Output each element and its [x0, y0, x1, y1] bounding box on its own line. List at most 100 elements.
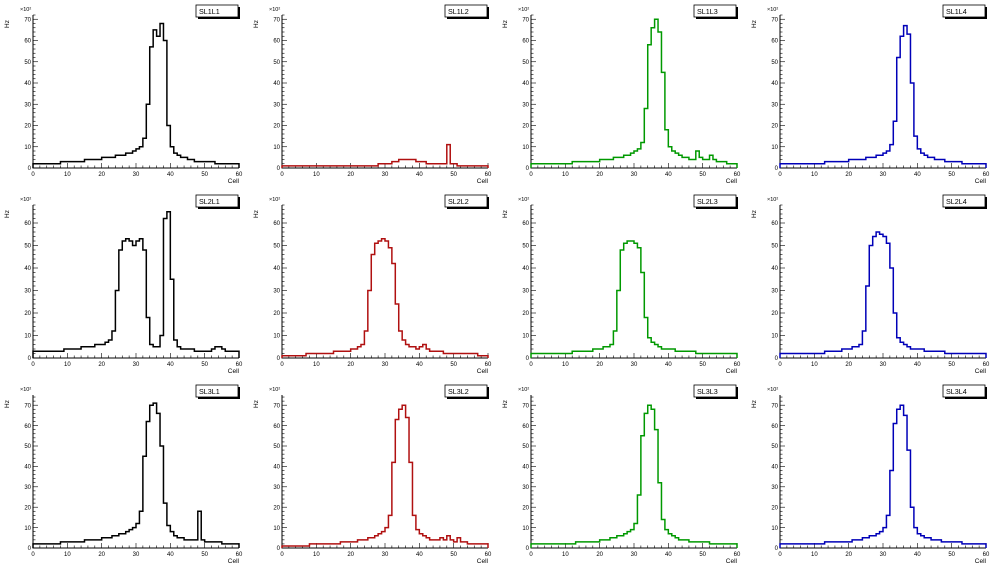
x-tick-label: 60	[734, 172, 741, 178]
x-tick-label: 50	[450, 552, 457, 558]
y-tick-label: 10	[771, 334, 778, 340]
x-axis-title: Cell	[477, 178, 489, 185]
y-axis-title: Hz	[253, 210, 260, 218]
histogram-panel-SL1L4: 0 10 20 30 40 50 60 0 10 20 30 40 50 60 70 ×10² Hz Cell SL…	[747, 0, 996, 190]
y-axis-title: Hz	[253, 20, 260, 28]
histogram-line	[281, 143, 489, 168]
y-tick-label: 30	[24, 102, 31, 108]
histogram-line	[32, 22, 240, 168]
y-exponent-label: ×10²	[269, 197, 280, 203]
x-tick-label: 40	[665, 362, 672, 368]
y-tick-label: 20	[771, 124, 778, 130]
x-tick-label: 30	[880, 362, 887, 368]
x-axis-title: Cell	[726, 368, 738, 375]
title-box	[195, 384, 239, 398]
x-tick-label: 20	[845, 552, 852, 558]
y-tick-label: 60	[522, 39, 529, 45]
x-tick-label: 10	[313, 552, 320, 558]
y-tick-label: 0	[277, 166, 281, 172]
y-tick-label: 10	[522, 334, 529, 340]
x-tick-label: 60	[734, 552, 741, 558]
x-axis-title: Cell	[975, 558, 987, 565]
histogram-panel-SL2L3: 0 10 20 30 40 50 60 0 10 20 30 40 50 60 ×10² Hz Cell SL2L…	[498, 190, 747, 380]
y-tick-label: 50	[771, 444, 778, 450]
histogram-svg-SL2L1: 0 10 20 30 40 50 60 0 10 20 30 40 50 60 ×10² Hz Cell SL2L…	[0, 190, 249, 380]
y-tick-label: 0	[28, 166, 32, 172]
panel-title: SL3L3	[697, 387, 718, 396]
histogram-svg-SL2L2: 0 10 20 30 40 50 60 0 10 20 30 40 50 60 ×10² Hz Cell SL2L…	[249, 190, 498, 380]
x-tick-label: 0	[280, 172, 284, 178]
y-tick-label: 20	[24, 505, 31, 511]
x-tick-label: 20	[347, 362, 354, 368]
y-exponent-label: ×10²	[20, 387, 31, 393]
x-tick-label: 10	[811, 552, 818, 558]
y-axis-title: Hz	[253, 400, 260, 408]
x-tick-label: 20	[347, 172, 354, 178]
x-tick-label: 50	[948, 172, 955, 178]
y-tick-label: 50	[273, 60, 280, 66]
x-tick-label: 40	[167, 362, 174, 368]
y-tick-label: 10	[771, 526, 778, 532]
x-tick-label: 50	[699, 172, 706, 178]
y-tick-label: 30	[771, 485, 778, 491]
title-box	[195, 4, 239, 18]
x-tick-label: 20	[347, 552, 354, 558]
x-tick-label: 0	[529, 172, 533, 178]
x-tick-label: 60	[236, 552, 243, 558]
histogram-svg-SL3L1: 0 10 20 30 40 50 60 0 10 20 30 40 50 60 70 ×10² Hz Cell SL…	[0, 380, 249, 570]
y-tick-label: 50	[24, 444, 31, 450]
histogram-line	[32, 211, 240, 358]
y-tick-label: 30	[522, 485, 529, 491]
x-tick-label: 0	[529, 362, 533, 368]
y-tick-label: 20	[24, 124, 31, 130]
x-axis-title: Cell	[975, 368, 987, 375]
y-tick-label: 10	[273, 145, 280, 151]
x-tick-label: 10	[64, 552, 71, 558]
x-tick-label: 60	[485, 362, 492, 368]
y-exponent-label: ×10²	[767, 197, 778, 203]
y-tick-label: 10	[273, 526, 280, 532]
y-tick-label: 60	[273, 221, 280, 227]
y-tick-label: 40	[522, 465, 529, 471]
x-axis-title: Cell	[477, 558, 489, 565]
panel-background	[249, 0, 498, 190]
histogram-panel-SL2L4: 0 10 20 30 40 50 60 0 10 20 30 40 50 60 ×10² Hz Cell SL2L…	[747, 190, 996, 380]
histogram-panel-SL1L3: 0 10 20 30 40 50 60 0 10 20 30 40 50 60 70 ×10² Hz Cell SL…	[498, 0, 747, 190]
x-tick-label: 40	[914, 172, 921, 178]
panel-title: SL2L3	[697, 197, 718, 206]
x-axis-title: Cell	[477, 368, 489, 375]
y-exponent-label: ×10²	[20, 197, 31, 203]
x-tick-label: 30	[133, 362, 140, 368]
x-tick-label: 50	[948, 552, 955, 558]
y-tick-label: 10	[273, 334, 280, 340]
y-tick-label: 0	[277, 546, 281, 552]
y-tick-label: 30	[522, 102, 529, 108]
title-box	[444, 4, 488, 18]
histogram-panel-SL3L2: 0 10 20 30 40 50 60 0 10 20 30 40 50 60 70 ×10² Hz Cell SL…	[249, 380, 498, 570]
x-tick-label: 40	[416, 172, 423, 178]
y-tick-label: 0	[526, 166, 530, 172]
x-tick-label: 10	[562, 172, 569, 178]
histogram-panel-SL3L4: 0 10 20 30 40 50 60 0 10 20 30 40 50 60 70 ×10² Hz Cell SL…	[747, 380, 996, 570]
x-tick-label: 40	[416, 362, 423, 368]
y-tick-label: 0	[775, 546, 779, 552]
y-exponent-label: ×10²	[20, 7, 31, 13]
histogram-svg-SL1L2: 0 10 20 30 40 50 60 0 10 20 30 40 50 60 70 ×10² Hz Cell SL…	[249, 0, 498, 190]
x-tick-label: 30	[631, 172, 638, 178]
panel-title: SL1L4	[946, 7, 967, 16]
y-tick-label: 60	[273, 424, 280, 430]
x-tick-label: 60	[485, 172, 492, 178]
x-tick-label: 40	[665, 172, 672, 178]
x-tick-label: 0	[31, 552, 35, 558]
panel-title: SL3L1	[199, 387, 220, 396]
y-tick-label: 60	[24, 221, 31, 227]
histogram-panel-SL3L3: 0 10 20 30 40 50 60 0 10 20 30 40 50 60 70 ×10² Hz Cell SL…	[498, 380, 747, 570]
y-tick-label: 10	[771, 145, 778, 151]
x-axis-title: Cell	[726, 558, 738, 565]
title-box	[942, 194, 986, 208]
y-tick-label: 40	[771, 465, 778, 471]
x-tick-label: 0	[778, 552, 782, 558]
x-tick-label: 0	[31, 362, 35, 368]
histogram-panel-SL2L2: 0 10 20 30 40 50 60 0 10 20 30 40 50 60 ×10² Hz Cell SL2L…	[249, 190, 498, 380]
y-axis-title: Hz	[4, 210, 11, 218]
